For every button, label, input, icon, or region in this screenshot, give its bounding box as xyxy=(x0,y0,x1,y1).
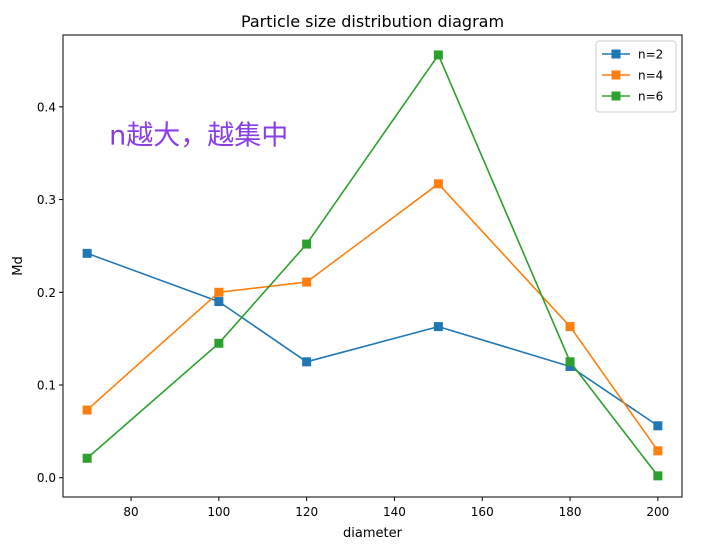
y-tick-label: 0.3 xyxy=(37,193,56,207)
data-point-n=6 xyxy=(565,357,575,367)
data-point-n=6 xyxy=(302,239,312,249)
legend-label-n=2: n=2 xyxy=(638,48,663,62)
y-tick-label: 0.1 xyxy=(37,379,56,393)
plot-frame xyxy=(62,34,683,498)
data-point-n=6 xyxy=(214,338,224,348)
x-tick-label: 140 xyxy=(383,505,406,519)
legend-box xyxy=(595,40,677,113)
y-tick-label: 0.2 xyxy=(37,286,56,300)
x-tick-label: 160 xyxy=(471,505,494,519)
data-point-n=4 xyxy=(433,179,443,189)
data-point-n=6 xyxy=(433,50,443,60)
annotation-text: n越大，越集中 xyxy=(109,121,288,152)
y-axis-label: Md xyxy=(11,256,26,275)
data-point-n=4 xyxy=(214,287,224,297)
data-point-n=4 xyxy=(565,322,575,332)
data-point-n=2 xyxy=(82,248,92,258)
x-axis-label: diameter xyxy=(343,526,403,541)
legend-marker-n=6 xyxy=(611,91,621,101)
data-point-n=2 xyxy=(433,322,443,332)
series-line-n=2 xyxy=(86,252,660,427)
legend-label-n=4: n=4 xyxy=(638,69,663,83)
legend-marker-n=2 xyxy=(611,49,621,59)
data-point-n=2 xyxy=(653,421,663,431)
legend: n=2 n=4 n=6 xyxy=(595,40,677,113)
series-line-n=6 xyxy=(85,54,660,478)
x-tick-label: 80 xyxy=(123,505,138,519)
data-point-n=6 xyxy=(82,453,92,463)
data-point-n=2 xyxy=(565,361,575,371)
data-point-n=2 xyxy=(214,297,224,307)
data-point-n=4 xyxy=(82,405,92,415)
data-point-n=4 xyxy=(302,277,312,287)
y-tick-label: 0.4 xyxy=(37,100,56,114)
x-tick-label: 180 xyxy=(559,505,582,519)
data-point-n=4 xyxy=(653,446,663,456)
x-tick-label: 200 xyxy=(646,505,669,519)
series-line-n=4 xyxy=(85,183,660,452)
data-point-n=2 xyxy=(302,357,312,367)
x-tick-label: 120 xyxy=(295,505,318,519)
data-point-n=6 xyxy=(653,471,663,481)
y-tick-label: 0.0 xyxy=(37,471,56,485)
legend-label-n=6: n=6 xyxy=(638,90,663,104)
x-tick-label: 100 xyxy=(207,505,230,519)
plot-area: 80 100 120 140 160 180 200 0.0 0.1 0.2 0.3 0.4 xyxy=(37,34,683,519)
legend-marker-n=4 xyxy=(611,70,621,80)
chart-title: Particle size distribution diagram xyxy=(241,12,504,31)
